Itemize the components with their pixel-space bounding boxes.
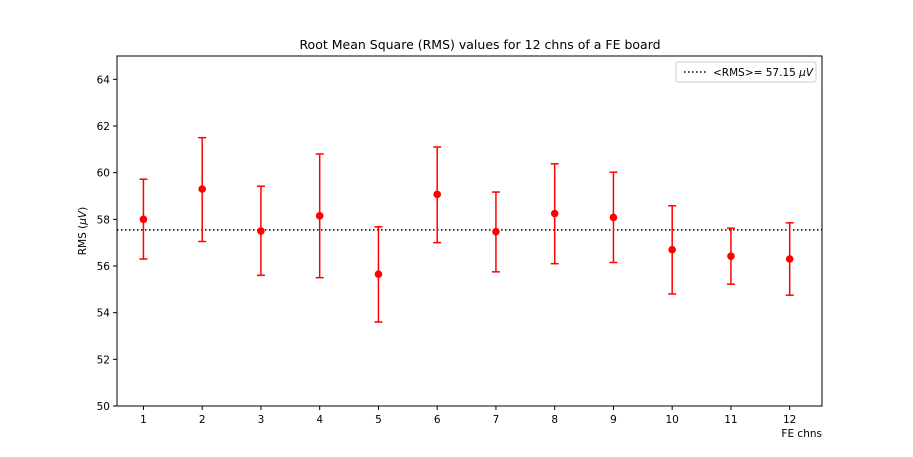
x-tick-label: 12 (783, 414, 796, 426)
y-tick-label: 58 (97, 214, 110, 226)
y-tick-label: 64 (97, 74, 111, 86)
x-tick-label: 8 (551, 414, 558, 426)
data-point (609, 213, 618, 222)
data-point (492, 227, 500, 236)
data-point (668, 245, 676, 254)
x-axis-label: FE chns (781, 428, 822, 440)
data-point (433, 190, 441, 199)
x-tick-label: 6 (434, 414, 441, 426)
x-tick-label: 3 (258, 414, 265, 426)
plot-frame (116, 55, 823, 407)
legend-box (675, 61, 817, 83)
x-tick-label: 9 (610, 414, 617, 426)
data-point (257, 227, 265, 235)
x-tick-label: 5 (375, 414, 382, 426)
data-point (374, 270, 383, 278)
legend: <RMS>= 57.15 μV (675, 61, 817, 83)
x-tick-label: 11 (724, 414, 737, 426)
data-point (727, 252, 735, 260)
y-tick-label: 60 (97, 168, 110, 180)
y-tick-label: 50 (97, 401, 110, 413)
x-tick-label: 10 (666, 414, 679, 426)
data-point (139, 215, 148, 224)
x-tick-label: 2 (199, 414, 206, 426)
x-tick-label: 1 (140, 414, 147, 426)
y-tick-label: 52 (97, 354, 110, 366)
data-point (550, 209, 559, 218)
data-point (198, 185, 206, 193)
y-ticks: 50 52 54 56 58 60 62 64 (97, 74, 117, 413)
x-tick-label: 7 (493, 414, 500, 426)
x-tick-label: 4 (316, 414, 323, 426)
x-ticks: 1 2 3 4 5 6 7 8 9 10 11 12 (140, 406, 796, 426)
legend-label: <RMS>= 57.15 μV (713, 67, 814, 79)
y-tick-label: 56 (97, 261, 111, 273)
data-point (315, 212, 324, 220)
y-tick-label: 62 (97, 121, 110, 133)
data-point (785, 255, 794, 263)
y-axis-label: RMS (μV) (77, 207, 89, 255)
data-points (139, 185, 794, 278)
chart-title: Root Mean Square (RMS) values for 12 chn… (299, 37, 660, 52)
y-tick-label: 54 (97, 308, 111, 320)
